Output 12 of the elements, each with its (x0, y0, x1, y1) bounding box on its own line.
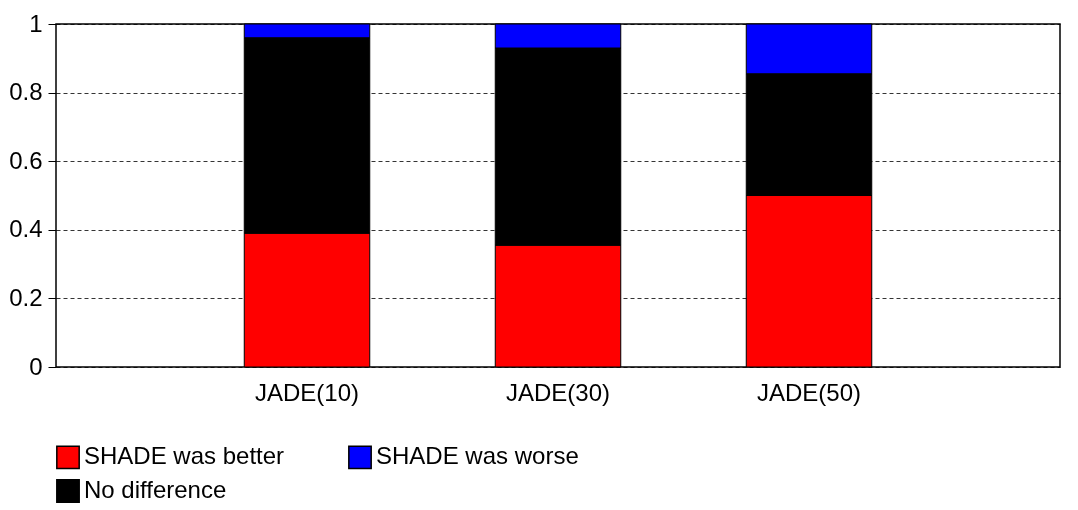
x-tick-label: JADE(10) (254, 378, 360, 406)
y-tick-label: 0.4 (9, 215, 43, 243)
x-tick-label: JADE(30) (505, 378, 611, 406)
y-tick-label: 0.2 (9, 283, 43, 311)
legend-label: No difference (84, 476, 227, 503)
legend-label: SHADE was worse (376, 442, 579, 470)
y-tick-label: 0 (29, 352, 43, 380)
x-tick-label: JADE(50) (756, 378, 862, 406)
y-tick-label: 1 (29, 9, 43, 37)
legend-label: SHADE was better (84, 442, 285, 470)
y-tick-label: 0.8 (9, 78, 43, 106)
y-tick-label: 0.6 (9, 146, 43, 174)
